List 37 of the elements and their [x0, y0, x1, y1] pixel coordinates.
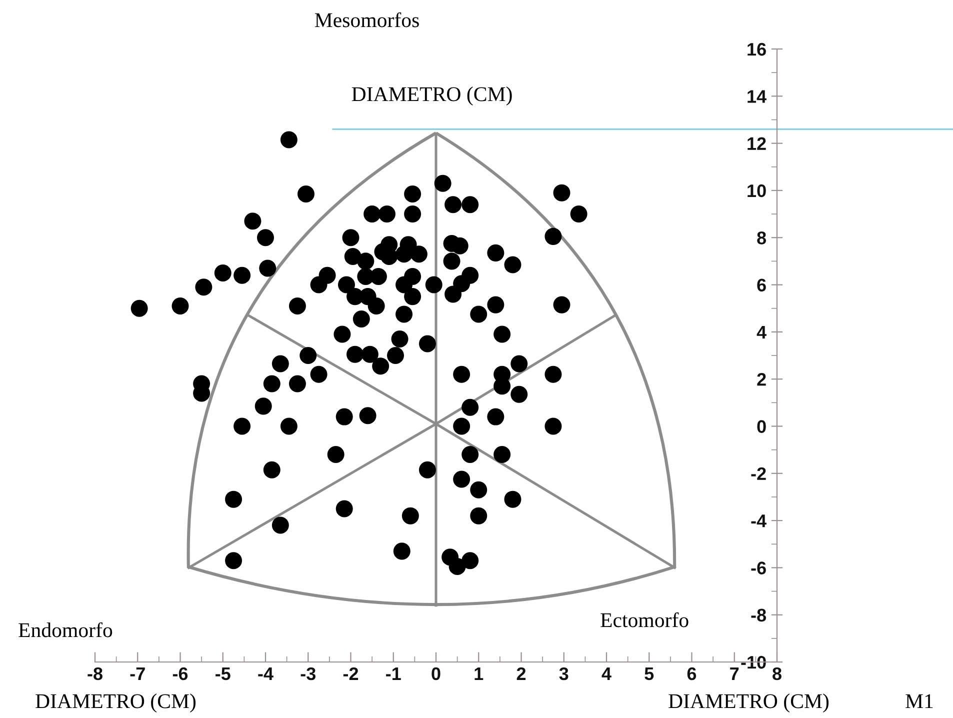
y-tick-label: 4 — [756, 326, 766, 338]
x-tick-label: -2 — [343, 667, 358, 680]
y-tick-label: 6 — [757, 278, 766, 292]
y-tick-label: 14 — [748, 90, 766, 103]
x-tick-label: 2 — [516, 667, 526, 680]
x-tick-label: -7 — [130, 668, 145, 680]
x-tick-label: -8 — [88, 667, 102, 680]
x-tick-label: 5 — [644, 668, 654, 680]
y-tick-label: 2 — [757, 373, 766, 386]
text: M1 — [906, 694, 933, 708]
y-tick-label: 16 — [748, 42, 766, 56]
x-tick-label: 8 — [772, 667, 782, 680]
x-tick-label: 0 — [432, 667, 440, 680]
x-tick-label: -1 — [386, 668, 401, 680]
annotation: Ectomorfo — [600, 612, 688, 628]
x-tick-label: 3 — [559, 667, 568, 680]
x-tick-label: 7 — [730, 668, 739, 680]
y-tick-label: -4 — [751, 514, 766, 528]
x-tick-label: 1 — [474, 668, 484, 680]
y-tick-label: 0 — [757, 420, 766, 433]
y-tick-label: -8 — [751, 608, 766, 622]
x-tick-label: -6 — [172, 667, 188, 680]
x-tick-label: -3 — [300, 667, 316, 680]
text: DIAMETRO (CM) — [668, 694, 829, 712]
y-tick-label: -6 — [751, 562, 766, 574]
annotation: Endomorfo — [18, 622, 112, 638]
text: Mesomorfos — [314, 12, 419, 28]
x-tick-label: -5 — [216, 668, 230, 680]
x-tick-label: -4 — [258, 668, 274, 680]
x-tick-label: 6 — [687, 667, 696, 680]
y-tick-label: 10 — [748, 184, 766, 198]
annotation: DIAMETRO (CM) — [352, 86, 512, 106]
x-tick-label: 4 — [602, 668, 612, 680]
text: DIAMETRO (CM) — [36, 694, 196, 712]
y-tick-label: -2 — [751, 467, 766, 480]
y-tick-label: 12 — [748, 137, 766, 150]
y-tick-label: 8 — [757, 232, 766, 244]
